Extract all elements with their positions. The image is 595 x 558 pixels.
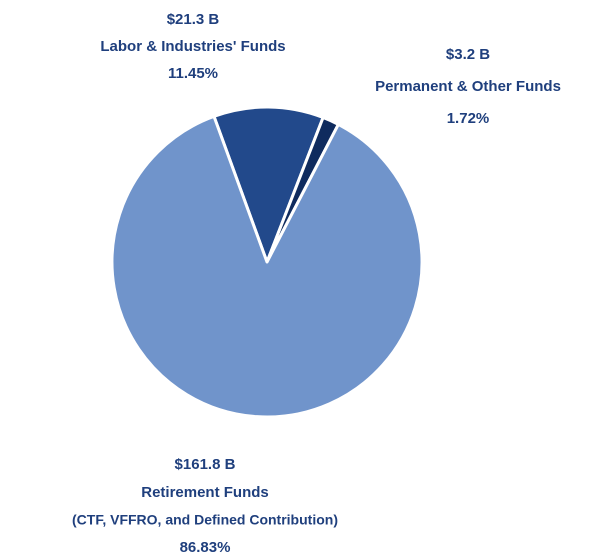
pie-slice bbox=[110, 114, 424, 419]
slice-label: $3.2 B bbox=[446, 46, 490, 63]
pie-slice bbox=[212, 105, 325, 264]
slice-label: Labor & Industries' Funds bbox=[100, 38, 285, 55]
slice-label: Permanent & Other Funds bbox=[375, 78, 561, 95]
slice-label: $21.3 B bbox=[167, 11, 220, 28]
slice-label: 1.72% bbox=[447, 110, 490, 127]
slice-label: 86.83% bbox=[180, 539, 231, 556]
slice-label: (CTF, VFFRO, and Defined Contribution) bbox=[72, 512, 338, 528]
slice-label: 11.45% bbox=[168, 65, 218, 82]
slice-label: $161.8 B bbox=[175, 456, 236, 473]
slice-label: Retirement Funds bbox=[141, 484, 269, 501]
